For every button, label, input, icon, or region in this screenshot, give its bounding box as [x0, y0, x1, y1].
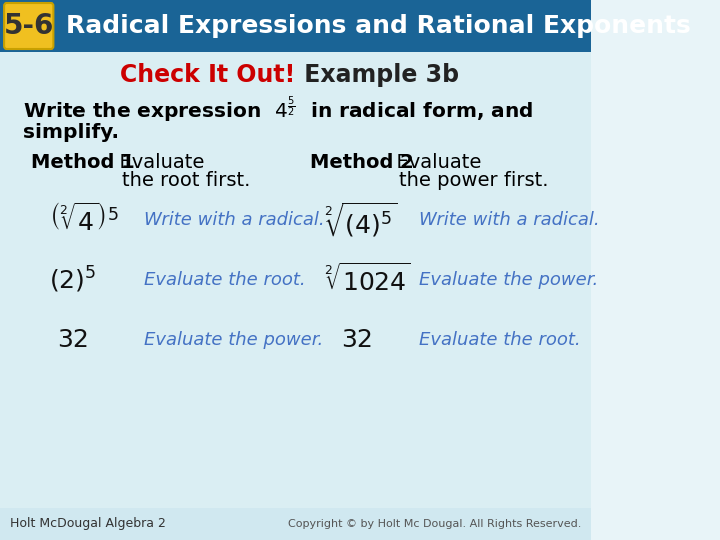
Text: simplify.: simplify. [23, 123, 119, 141]
Text: 32: 32 [341, 328, 373, 352]
Text: Method 2: Method 2 [310, 152, 414, 172]
Text: 5-6: 5-6 [4, 12, 54, 40]
Text: Method 1: Method 1 [31, 152, 135, 172]
Text: $\left(\sqrt[2]{4}\right)^5$: $\left(\sqrt[2]{4}\right)^5$ [49, 204, 119, 237]
Text: 32: 32 [58, 328, 89, 352]
Text: Copyright © by Holt Mc Dougal. All Rights Reserved.: Copyright © by Holt Mc Dougal. All Right… [288, 519, 581, 529]
Text: $(2)^5$: $(2)^5$ [49, 265, 96, 295]
Text: Evaluate: Evaluate [384, 152, 482, 172]
Text: Example 3b: Example 3b [296, 63, 459, 87]
FancyBboxPatch shape [0, 0, 591, 52]
Text: Write the expression  $4^{\frac{5}{2}}$  in radical form, and: Write the expression $4^{\frac{5}{2}}$ i… [23, 94, 534, 125]
Text: $\sqrt[2]{(4)^5}$: $\sqrt[2]{(4)^5}$ [325, 200, 397, 240]
Text: the power first.: the power first. [399, 171, 549, 190]
Text: Write with a radical.: Write with a radical. [419, 211, 600, 229]
Text: Write with a radical.: Write with a radical. [144, 211, 324, 229]
Text: Holt McDougal Algebra 2: Holt McDougal Algebra 2 [10, 517, 166, 530]
Text: Evaluate the power.: Evaluate the power. [419, 271, 598, 289]
FancyBboxPatch shape [0, 52, 591, 508]
Text: the root first.: the root first. [122, 171, 250, 190]
FancyBboxPatch shape [4, 3, 53, 49]
Text: Evaluate the root.: Evaluate the root. [419, 331, 580, 349]
Text: $\sqrt[2]{1024}$: $\sqrt[2]{1024}$ [325, 264, 411, 296]
Text: Evaluate: Evaluate [107, 152, 204, 172]
Text: Radical Expressions and Rational Exponents: Radical Expressions and Rational Exponen… [66, 14, 690, 38]
Text: Evaluate the power.: Evaluate the power. [144, 331, 323, 349]
Text: Check It Out!: Check It Out! [120, 63, 296, 87]
FancyBboxPatch shape [0, 508, 591, 540]
Text: Evaluate the root.: Evaluate the root. [144, 271, 305, 289]
